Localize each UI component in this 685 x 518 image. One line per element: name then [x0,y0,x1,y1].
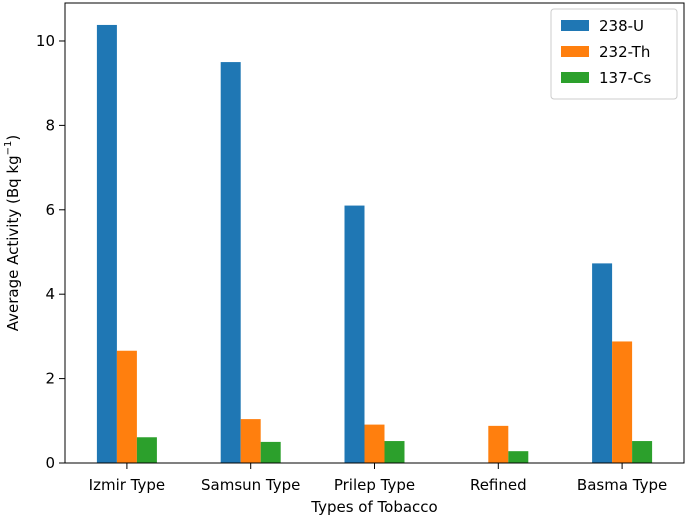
y-tick-label: 2 [45,370,55,388]
bar-137-cs-izmir-type [136,437,157,463]
y-tick-label: 4 [45,285,55,303]
x-axis: Izmir Type Samsun Type Prilep Type Refined B… [89,463,667,494]
bar-137-cs-samsun-type [260,441,281,463]
y-axis-label: Average Activity (Bq kg−1) [3,135,22,331]
y-axis-label-main: Average Activity (Bq kg [4,155,22,331]
bar-232-th-izmir-type [116,350,137,463]
legend-label-137-cs: 137-Cs [599,69,652,87]
x-tick-label-basma-type: Basma Type [577,476,667,494]
bar-232-th-prilep-type [364,424,385,463]
x-tick-label-refined: Refined [470,476,527,494]
bars-group [96,24,653,464]
bar-238-u-izmir-type [96,24,117,464]
x-axis-label: Types of Tobacco [310,498,437,516]
x-tick-label-samsun-type: Samsun Type [201,476,300,494]
bar-137-cs-prilep-type [384,441,405,463]
legend-label-238-u: 238-U [599,17,644,35]
y-tick-label: 0 [45,454,55,472]
bar-232-th-refined [488,425,509,463]
x-tick-label-prilep-type: Prilep Type [334,476,415,494]
y-tick-label: 10 [36,32,55,50]
legend-label-232-th: 232-Th [599,43,650,61]
x-tick-label-izmir-type: Izmir Type [89,476,165,494]
y-tick-label: 6 [45,201,55,219]
bar-232-th-basma-type [612,341,633,463]
legend-swatch-137-cs [561,72,589,83]
y-axis-label-superscript: −1 [3,141,14,156]
bar-232-th-samsun-type [240,419,261,463]
legend-swatch-232-th [561,46,589,57]
legend-swatch-238-u [561,20,589,31]
bar-238-u-samsun-type [220,62,241,463]
y-axis: 0 2 4 6 8 10 [36,32,65,472]
y-axis-label-suffix: ) [4,135,22,141]
legend: 238-U 232-Th 137-Cs [550,8,678,100]
bar-238-u-basma-type [592,263,613,463]
bar-238-u-prilep-type [344,205,365,464]
bar-137-cs-basma-type [632,441,653,463]
y-tick-label: 8 [45,116,55,134]
bar-137-cs-refined [508,451,529,463]
